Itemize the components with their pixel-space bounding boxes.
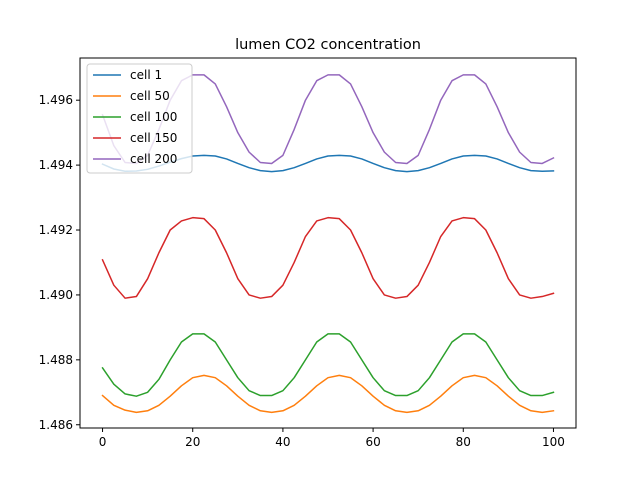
x-tick-label: 60 [365, 435, 380, 449]
legend-label: cell 1 [130, 68, 162, 82]
x-tick-label: 40 [275, 435, 290, 449]
series-line-cell-150 [101, 216, 555, 299]
x-tick-label: 100 [542, 435, 565, 449]
legend-box [86, 63, 193, 174]
y-axis-ticks: 1.486 1.488 1.490 1.492 1.494 1.496 [39, 93, 80, 432]
x-tick-label: 20 [185, 435, 200, 449]
y-tick-label: 1.490 [39, 288, 73, 302]
legend-label: cell 100 [130, 110, 177, 124]
y-tick-label: 1.486 [39, 418, 73, 432]
legend-label: cell 150 [130, 131, 177, 145]
y-tick-label: 1.492 [39, 223, 73, 237]
y-tick-label: 1.496 [39, 93, 73, 107]
plot-frame [79, 57, 577, 429]
legend-label: cell 200 [130, 152, 177, 166]
x-tick-label: 0 [99, 435, 107, 449]
legend: cell 1 cell 50 cell 100 cell 150 cell 200 [86, 63, 193, 174]
series-line-cell-50 [101, 374, 555, 414]
legend-label: cell 50 [130, 89, 170, 103]
y-tick-label: 1.488 [39, 353, 73, 367]
series-line-cell-100 [101, 333, 555, 397]
chart-title: lumen CO2 concentration [235, 37, 421, 53]
x-axis-ticks: 0 20 40 60 80 100 [99, 428, 565, 449]
y-tick-label: 1.494 [39, 158, 73, 172]
x-tick-label: 80 [456, 435, 471, 449]
